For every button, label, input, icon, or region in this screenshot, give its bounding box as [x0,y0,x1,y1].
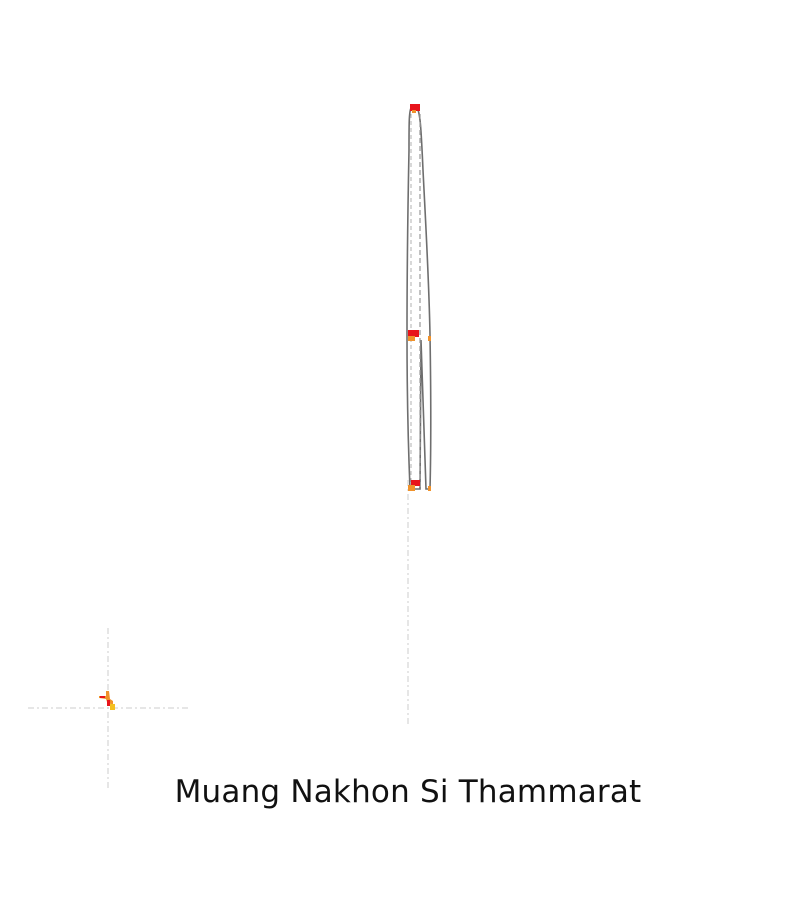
inset-location-marker [99,691,115,710]
marker-orange-top [412,110,416,113]
marker-orange-bottom [408,485,415,491]
map-title: Muang Nakhon Si Thammarat [174,774,642,810]
marker-red-middle [408,330,419,337]
marker-red-top [410,104,420,111]
region-outline [406,107,432,490]
marker-orange-middle [408,336,415,341]
marker-red-bottom [411,480,420,486]
marker-orange-bottom-right [428,486,431,491]
marker-orange-middle-right [428,336,431,341]
